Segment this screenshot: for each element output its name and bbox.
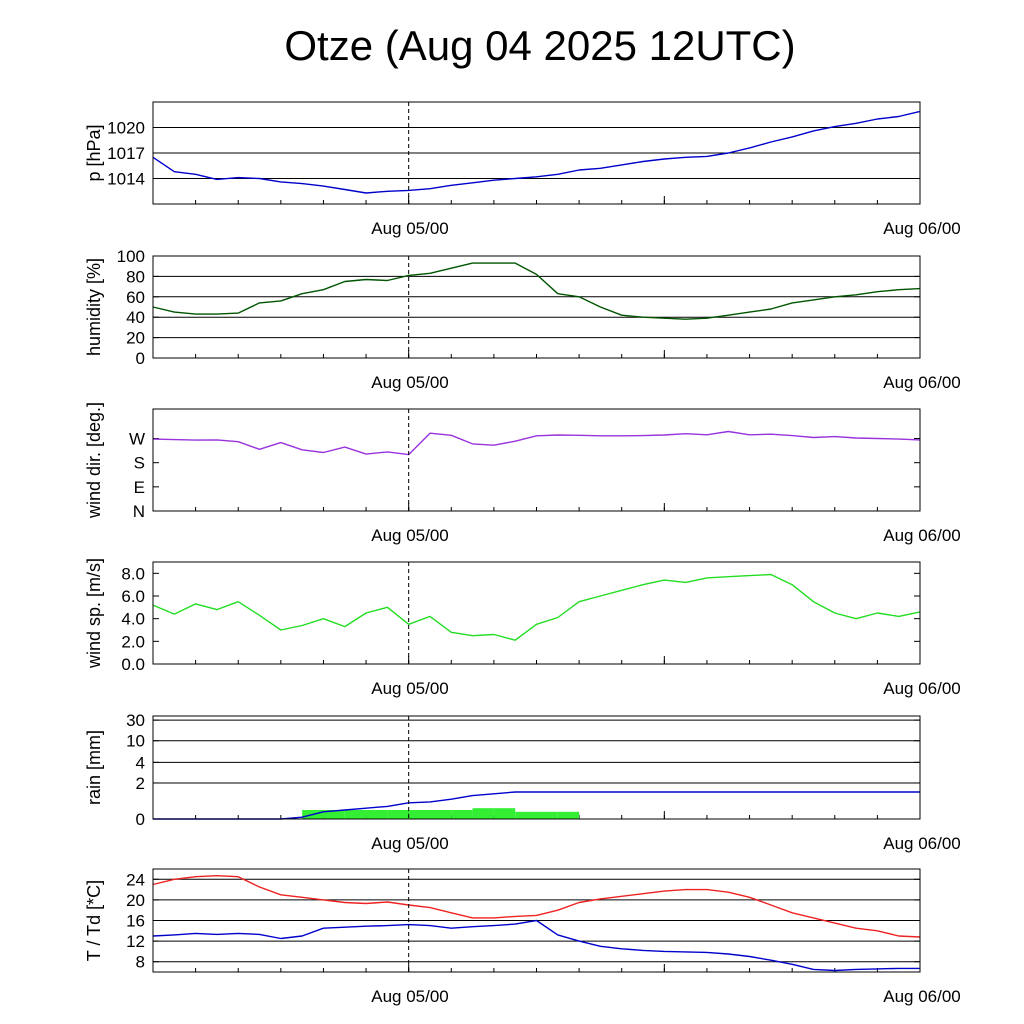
y-tick-label: 1017 <box>107 144 145 163</box>
x-tick-label: Aug 06/00 <box>883 373 961 392</box>
y-axis-label: rain [mm] <box>84 730 104 805</box>
y-tick-label: 20 <box>126 329 145 348</box>
x-tick-label: Aug 06/00 <box>883 526 961 545</box>
series-line-1 <box>152 430 921 456</box>
y-tick-label: 2.0 <box>121 632 145 651</box>
y-axis-label: T / Td [*C] <box>84 880 104 961</box>
y-tick-label: 80 <box>126 267 145 286</box>
rain-bar <box>493 808 516 819</box>
plot-frame <box>152 868 921 973</box>
rain-bar <box>366 809 388 819</box>
rain-bar <box>387 809 409 819</box>
y-tick-label: 24 <box>126 870 145 889</box>
series-line-1 <box>152 110 921 194</box>
y-tick-label: 0.0 <box>121 655 145 674</box>
x-tick-label: Aug 06/00 <box>883 834 961 853</box>
y-tick-label: 60 <box>126 288 145 307</box>
y-axis-label: p [hPa] <box>84 124 104 181</box>
y-tick-label: 4 <box>136 753 145 772</box>
y-tick-label: 12 <box>126 932 145 951</box>
rain-bar <box>408 809 430 819</box>
y-tick-label: 4.0 <box>121 610 145 629</box>
plot-frame <box>152 715 921 820</box>
y-tick-label: 8.0 <box>121 564 145 583</box>
panel-4: 0.0 2.0 4.0 6.0 8.0 wind sp. [m/s] Aug 05/00 Au… <box>84 558 961 698</box>
rain-bar <box>472 808 494 819</box>
y-tick-label: 6.0 <box>121 587 145 606</box>
y-axis-label: wind sp. [m/s] <box>84 558 104 669</box>
y-tick-label: 8 <box>136 953 145 972</box>
x-tick-label: Aug 05/00 <box>371 526 449 545</box>
y-tick-label: 0 <box>136 349 145 368</box>
y-tick-label: 2 <box>136 774 145 793</box>
chart-title: Otze (Aug 04 2025 12UTC) <box>284 22 796 69</box>
y-tick-label: 40 <box>126 308 145 327</box>
x-tick-label: Aug 05/00 <box>371 219 449 238</box>
rain-bar <box>344 809 367 819</box>
rain-bar <box>323 809 345 819</box>
y-tick-label: 0 <box>136 810 145 829</box>
y-tick-label: 30 <box>126 711 145 730</box>
y-tick-label: N <box>133 502 145 521</box>
y-tick-label: 10 <box>126 732 145 751</box>
rain-bar <box>515 811 537 819</box>
y-tick-label: E <box>134 478 145 497</box>
series-line-1 <box>152 573 921 641</box>
y-tick-label: 16 <box>126 912 145 931</box>
x-tick-label: Aug 05/00 <box>371 987 449 1006</box>
panel-5: 0 2 4 10 30 rain [mm] Aug 05/00 Aug 06/00 <box>84 711 961 853</box>
plot-frame <box>152 561 921 665</box>
series-line-1 <box>152 262 921 320</box>
y-tick-label: 1020 <box>107 119 145 138</box>
series-line-1 <box>152 875 921 938</box>
series-line-2 <box>152 919 920 972</box>
x-tick-label: Aug 06/00 <box>883 987 961 1006</box>
y-tick-label: 100 <box>117 247 145 266</box>
plot-frame <box>152 255 921 359</box>
x-tick-label: Aug 06/00 <box>883 219 961 238</box>
y-axis-label: humidity [%] <box>84 258 104 356</box>
x-tick-label: Aug 05/00 <box>371 679 449 698</box>
y-axis-label: wind dir. [deg.] <box>84 402 104 519</box>
rain-bar <box>429 809 452 819</box>
y-tick-label: S <box>134 454 145 473</box>
plot-frame <box>152 408 921 512</box>
x-tick-label: Aug 05/00 <box>371 834 449 853</box>
rain-bar <box>557 811 580 819</box>
rain-bar <box>451 809 473 819</box>
y-tick-label: 20 <box>126 891 145 910</box>
x-tick-label: Aug 05/00 <box>371 373 449 392</box>
rain-bar <box>536 811 558 819</box>
plot-frame <box>152 101 921 205</box>
y-tick-label: W <box>129 430 145 449</box>
x-tick-label: Aug 06/00 <box>883 679 961 698</box>
y-tick-label: 1014 <box>107 170 145 189</box>
